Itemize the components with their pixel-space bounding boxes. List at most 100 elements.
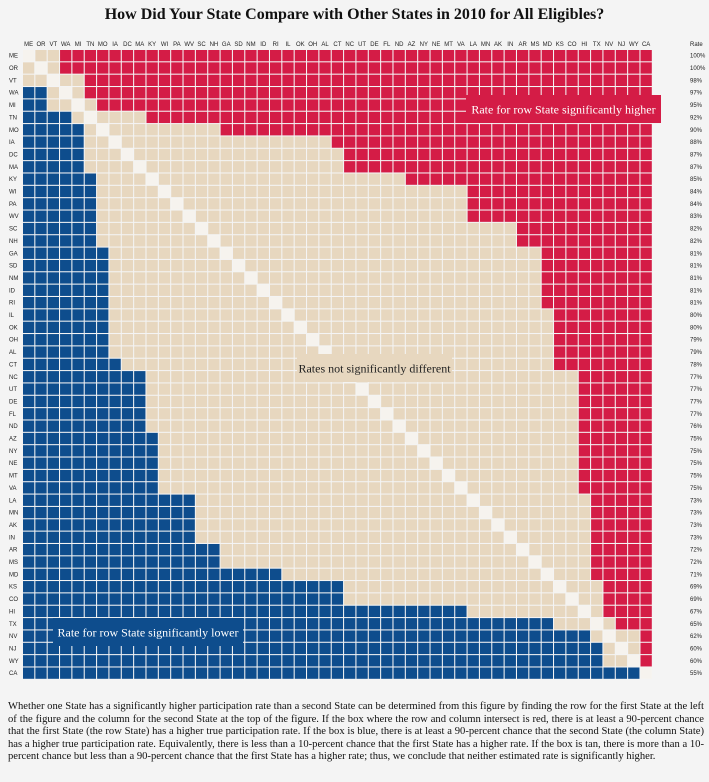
cell-sd-pa-not-different <box>171 259 183 272</box>
cell-pa-ky-not-different <box>146 198 158 210</box>
cell-hi-sd-lower <box>232 605 245 618</box>
cell-ri-ok-not-different <box>294 297 306 309</box>
cell-dc-fl-higher <box>381 148 393 161</box>
cell-id-ny-not-different <box>418 284 430 296</box>
cell-fl-nv-higher <box>603 408 615 420</box>
cell-al-tn-lower <box>84 346 97 358</box>
cell-nj-ia-lower <box>109 642 121 655</box>
cell-ky-mo-not-different <box>97 173 109 185</box>
cell-ne-mn-not-different <box>479 457 492 469</box>
rate-label-nm: 81% <box>690 276 703 282</box>
cell-md-il-not-different <box>282 568 294 580</box>
cell-ak-tx-higher <box>591 519 603 531</box>
cell-az-la-not-different <box>467 432 479 445</box>
cell-me-az-higher <box>405 50 418 62</box>
rate-label-ga: 81% <box>690 251 703 257</box>
cell-ia-ct-higher <box>331 136 344 148</box>
cell-or-oh-higher <box>307 62 319 74</box>
cell-ms-ct-not-different <box>331 556 344 568</box>
cell-ia-id-not-different <box>257 136 269 148</box>
cell-oh-wa-lower <box>60 334 72 346</box>
cell-wa-md-higher <box>541 87 553 99</box>
cell-nj-wi-lower <box>158 642 171 655</box>
cell-il-wi-not-different <box>158 309 171 321</box>
cell-ar-il-not-different <box>282 544 294 556</box>
cell-ms-nm-not-different <box>245 556 257 568</box>
cell-ca-az-lower <box>405 667 418 679</box>
cell-in-ia-lower <box>109 531 121 543</box>
cell-ca-fl-lower <box>381 667 393 679</box>
cell-tx-mn-lower <box>479 618 492 630</box>
cell-il-sd-not-different <box>232 309 245 321</box>
legend-lower: Rate for row State significantly lower <box>53 618 243 646</box>
cell-ct-dc-not-different <box>121 358 134 371</box>
cell-il-id-not-different <box>257 309 269 321</box>
cell-dc-ak-higher <box>492 148 504 161</box>
cell-mn-tn-lower <box>84 506 97 519</box>
cell-ok-me-lower <box>23 321 35 333</box>
cell-id-ms-not-different <box>529 284 541 296</box>
cell-in-ks-not-different <box>554 531 566 543</box>
cell-wy-de-lower <box>368 655 381 667</box>
cell-dc-me-lower <box>23 148 35 161</box>
cell-mt-ny-not-different <box>418 469 430 482</box>
cell-ks-nd-not-different <box>393 581 405 593</box>
cell-ri-wv-not-different <box>183 297 195 309</box>
cell-va-ma-lower <box>134 482 146 494</box>
rate-label-ny: 75% <box>690 449 703 455</box>
cell-nm-tx-higher <box>591 272 603 284</box>
cell-al-nj-higher <box>615 346 628 358</box>
cell-co-hi-not-different <box>578 593 591 605</box>
cell-hi-ks-not-different <box>554 605 566 618</box>
cell-vt-ga-higher <box>220 74 232 86</box>
cell-de-hi-higher <box>578 395 591 408</box>
cell-ia-ma-not-different <box>134 136 146 148</box>
cell-ms-in-not-different <box>504 556 516 568</box>
cell-ri-ga-not-different <box>220 297 232 309</box>
cell-ar-ak-not-different <box>492 544 504 556</box>
cell-nh-ks-higher <box>554 235 566 247</box>
cell-ky-wa-lower <box>60 173 72 185</box>
cell-nd-tn-lower <box>84 420 97 432</box>
cell-wi-la-higher <box>467 185 479 198</box>
cell-or-ga-higher <box>220 62 232 74</box>
row-label-la: LA <box>9 498 16 504</box>
cell-wi-wa-lower <box>60 185 72 198</box>
cell-nm-nm-diagonal <box>245 272 257 284</box>
cell-nh-nm-not-different <box>245 235 257 247</box>
cell-ne-hi-higher <box>578 457 591 469</box>
cell-pa-wa-lower <box>60 198 72 210</box>
cell-ga-va-not-different <box>455 247 467 259</box>
cell-oh-mi-lower <box>72 334 84 346</box>
cell-ct-tx-higher <box>591 358 603 371</box>
cell-ga-mo-lower <box>97 247 109 259</box>
cell-ut-wa-lower <box>60 383 72 395</box>
cell-me-nh-higher <box>208 50 220 62</box>
rate-label-ok: 80% <box>690 325 703 331</box>
cell-wi-ks-higher <box>554 185 566 198</box>
cell-ny-dc-lower <box>121 445 134 457</box>
cell-ut-pa-not-different <box>171 383 183 395</box>
cell-mi-id-higher <box>257 99 269 111</box>
rate-label-dc: 87% <box>690 152 703 158</box>
cell-id-nd-not-different <box>393 284 405 296</box>
cell-ks-or-lower <box>35 581 47 593</box>
cell-nh-ar-higher <box>517 235 529 247</box>
cell-ok-mn-not-different <box>479 321 492 333</box>
rate-label-nh: 82% <box>690 239 703 245</box>
cell-ky-al-not-different <box>319 173 331 185</box>
cell-il-il-diagonal <box>282 309 294 321</box>
cell-ct-wv-not-different <box>183 358 195 371</box>
cell-ut-nm-not-different <box>245 383 257 395</box>
cell-ak-sc-not-different <box>195 519 208 531</box>
cell-fl-dc-lower <box>121 408 134 420</box>
cell-ia-wa-lower <box>60 136 72 148</box>
cell-nc-ms-not-different <box>529 371 541 383</box>
cell-mo-sc-not-different <box>195 124 208 136</box>
cell-me-nc-higher <box>344 50 356 62</box>
cell-ar-mi-lower <box>72 544 84 556</box>
cell-va-wa-lower <box>60 482 72 494</box>
cell-az-nj-higher <box>615 432 628 445</box>
cell-sc-de-not-different <box>368 222 381 235</box>
cell-or-ne-higher <box>430 62 442 74</box>
